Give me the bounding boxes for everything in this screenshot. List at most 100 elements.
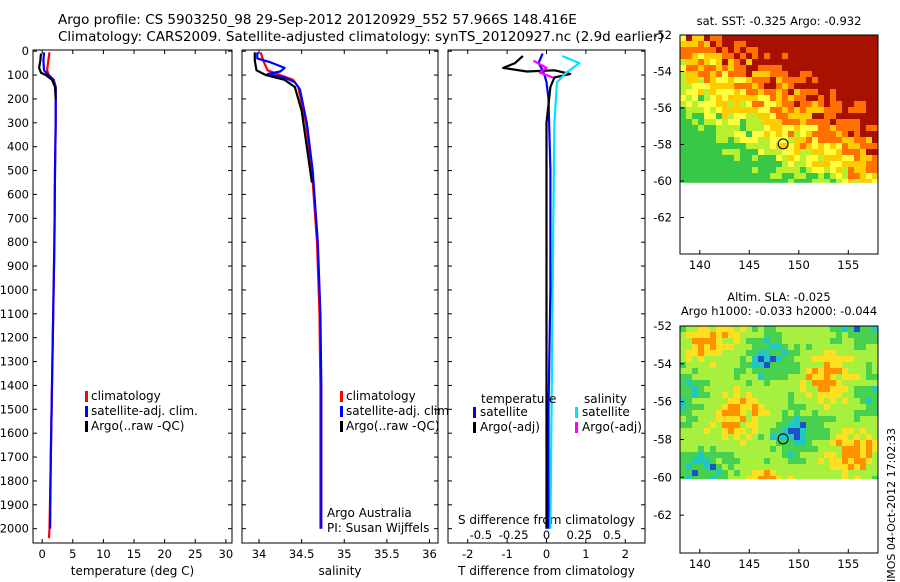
altim-sla-argo-position-marker [777,433,789,445]
altim-sla-heatmap-cell [716,428,722,434]
sat-sst-heatmap-cell [854,47,860,53]
sat-sst-heatmap-cell [800,71,806,77]
sat-sst-heatmap-cell [848,65,854,71]
altim-sla-heatmap-cell [710,362,716,368]
altim-sla-heatmap-cell [788,410,794,416]
sat-sst-heatmap-cell [704,131,710,137]
sat-sst-heatmap-cell [806,149,812,155]
altim-sla-heatmap-cell [836,356,842,362]
altim-sla-heatmap-cell [830,368,836,374]
sat-sst-heatmap-cell [722,59,728,65]
sat-sst-heatmap-cell [716,83,722,89]
altim-sla-heatmap-cell [800,386,806,392]
altim-sla-heatmap-cell [746,380,752,386]
sat-sst-heatmap-cell [722,89,728,95]
sat-sst-heatmap-cell [740,143,746,149]
sat-sst-heatmap-cell [728,89,734,95]
sat-sst-heatmap-cell [854,95,860,101]
altim-sla-heatmap-cell [704,464,710,470]
altim-sla-heatmap-cell [818,362,824,368]
diff-legend-label: satellite [480,405,528,419]
altim-sla-heatmap-cell [842,458,848,464]
sat-sst-heatmap-cell [686,83,692,89]
altim-sla-heatmap-cell [818,356,824,362]
altim-sla-heatmap-cell [836,386,842,392]
sat-sst-heatmap-cell [770,47,776,53]
altim-sla-heatmap-cell [734,368,740,374]
altim-sla-heatmap-cell [848,362,854,368]
sat-sst-heatmap-cell [782,125,788,131]
altim-sla-heatmap-cell [722,458,728,464]
altim-sla-heatmap-cell [716,446,722,452]
altim-sla-heatmap-cell [716,386,722,392]
sat-sst-heatmap-cell [758,41,764,47]
sat-sst-heatmap-cell [848,179,854,183]
sat-sst-heatmap-cell [734,155,740,161]
sat-sst-heatmap-cell [806,101,812,107]
altim-sla-heatmap-cell [704,326,710,332]
sat-sst-heatmap-cell [842,173,848,179]
altim-sla-heatmap-cell [848,344,854,350]
altim-sla-heatmap-cell [788,386,794,392]
altim-sla-heatmap-cell [770,368,776,374]
sat-sst-heatmap-cell [758,107,764,113]
sat-sst-heatmap-cell [710,95,716,101]
sat-sst-heatmap-cell [830,131,836,137]
sat-sst-heatmap-cell [836,173,842,179]
altim-sla-heatmap-cell [830,476,836,480]
sat-sst-heatmap-cell [698,119,704,125]
sat-sst-heatmap-cell [842,65,848,71]
sat-sst-heatmap-cell [764,77,770,83]
altim-sla-heatmap-cell [740,464,746,470]
altim-sla-heatmap-cell [716,476,722,480]
altim-sla-heatmap-cell [740,374,746,380]
sat-sst-heatmap-cell [872,179,878,183]
altim-sla-heatmap-cell [680,458,686,464]
altim-sla-heatmap-cell [686,434,692,440]
altim-sla-heatmap-cell [692,374,698,380]
altim-sla-heatmap-cell [800,350,806,356]
sat-sst-heatmap-cell [776,53,782,59]
altim-sla-heatmap-cell [716,326,722,332]
altim-sla-heatmap-cell [770,356,776,362]
sat-sst-heatmap-cell [824,161,830,167]
sat-sst-heatmap-cell [836,113,842,119]
altim-sla-heatmap-cell [872,392,878,398]
sat-sst-heatmap-cell [794,101,800,107]
sat-sst-heatmap-cell [824,101,830,107]
sat-sst-heatmap-cell [710,89,716,95]
sat-sst-heatmap-cell [824,71,830,77]
sat-sst-heatmap-cell [800,137,806,143]
sat-sst-heatmap-cell [722,143,728,149]
altim-sla-heatmap-cell [770,452,776,458]
sat-sst-heatmap-cell [680,71,686,77]
altim-sla-heatmap-cell [698,368,704,374]
differences-xtick-label: 2 [622,547,629,561]
salinity-xtick-label: 34.5 [289,547,315,561]
altim-sla-heatmap-cell [764,326,770,332]
altim-sla-heatmap-cell [806,326,812,332]
sat-sst-heatmap-cell [746,119,752,125]
altim-sla-heatmap-cell [776,476,782,480]
sat-sst-heatmap-cell [764,53,770,59]
sat-sst-heatmap-cell [794,83,800,89]
sat-sst-heatmap-cell [722,119,728,125]
sat-sst-heatmap-cell [836,47,842,53]
sat-sst-heatmap-cell [740,167,746,173]
altim-sla-heatmap-cell [800,440,806,446]
altim-sla-heatmap-cell [806,392,812,398]
sat-sst-heatmap-cell [716,77,722,83]
altim-sla-heatmap-cell [776,344,782,350]
altim-sla-heatmap-cell [752,380,758,386]
sat-sst-heatmap-cell [716,179,722,183]
sat-sst-heatmap-cell [758,101,764,107]
altim-sla-heatmap-cell [704,392,710,398]
altim-sla-heatmap-cell [824,380,830,386]
sat-sst-heatmap-cell [872,47,878,53]
sat-sst-heatmap-cell [788,155,794,161]
sat-sst-heatmap-cell [716,101,722,107]
altim-sla-heatmap-cell [806,458,812,464]
sat-sst-heatmap-cell [794,119,800,125]
sat-sst-heatmap-cell [794,149,800,155]
sdiff-tick-label: -0.25 [499,528,529,542]
